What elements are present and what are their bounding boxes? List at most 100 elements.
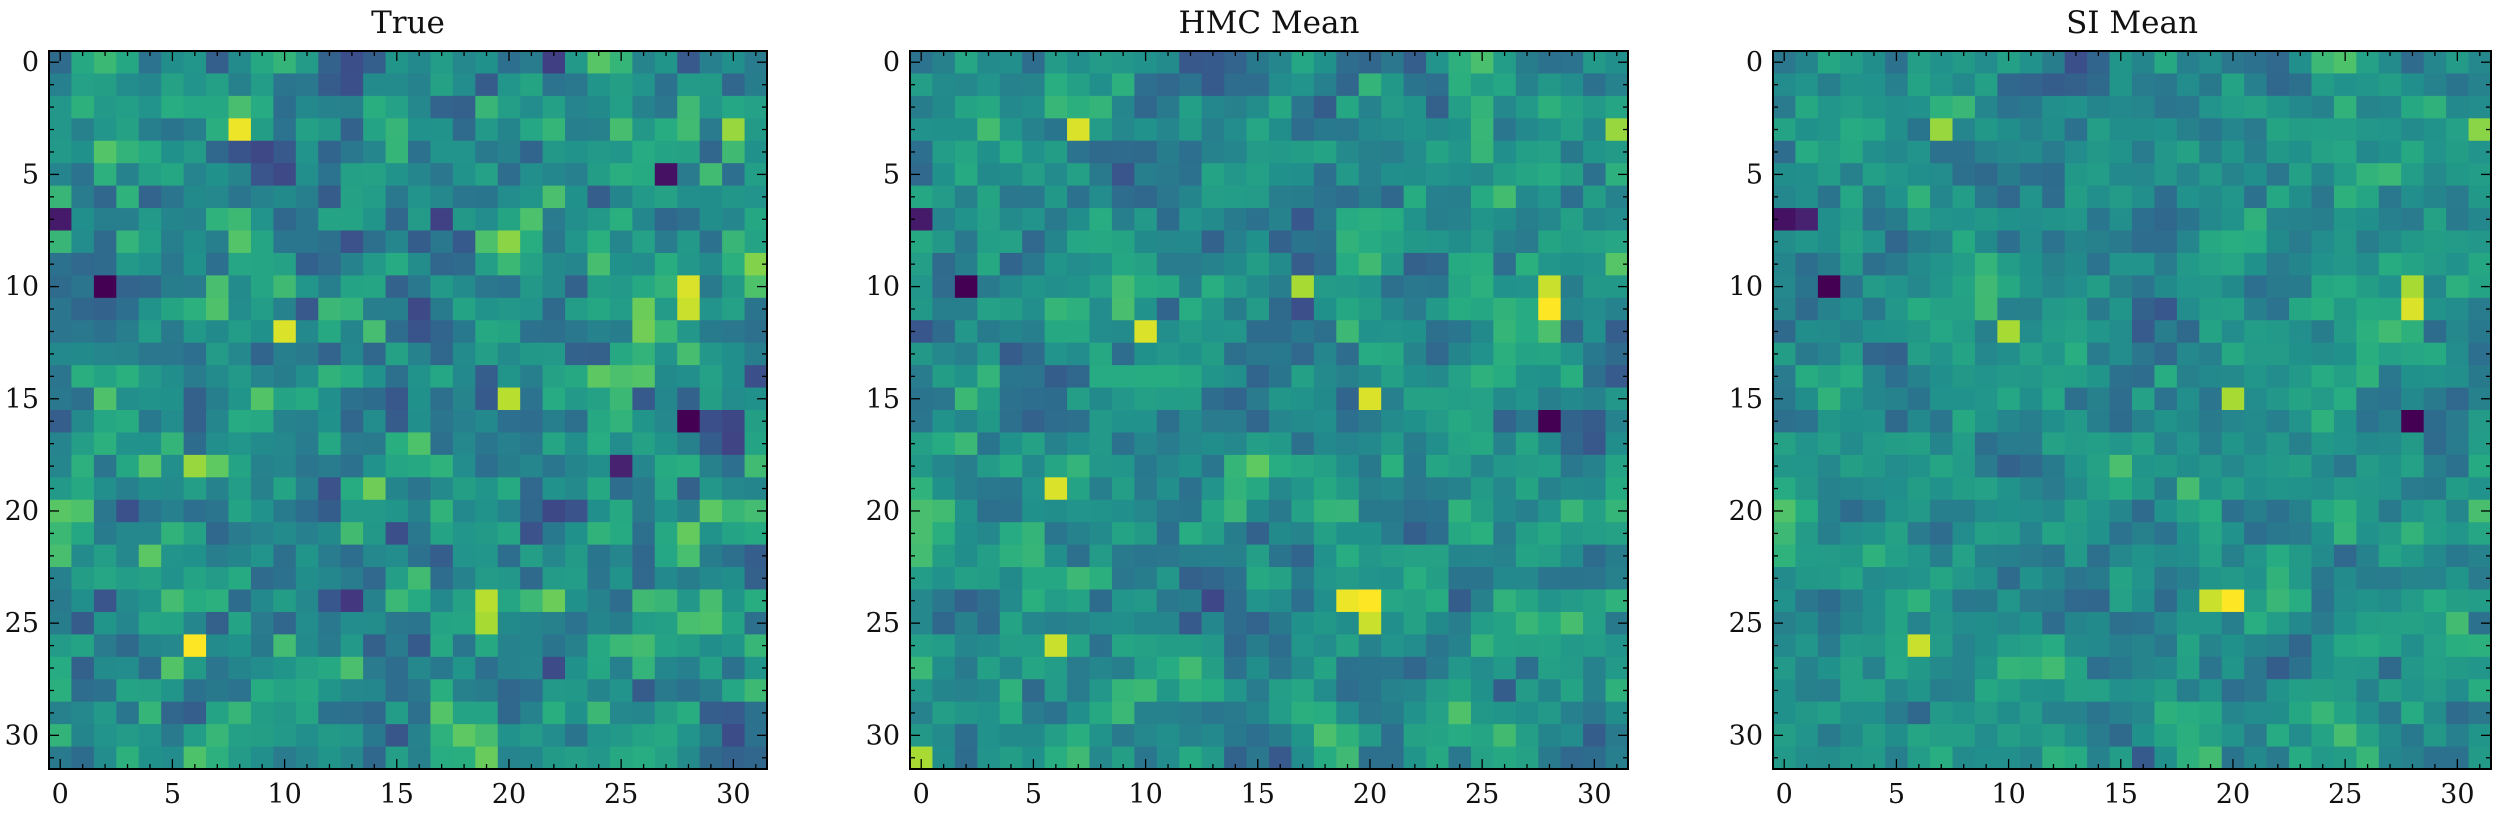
heatmap-cell — [2064, 73, 2088, 97]
heatmap-cell — [138, 51, 162, 75]
heatmap-cell — [1515, 567, 1539, 591]
heatmap-cell — [2289, 320, 2313, 344]
heatmap-cell — [430, 454, 454, 478]
heatmap-cell — [1862, 275, 1886, 299]
heatmap-cell — [2423, 410, 2447, 434]
heatmap-cell — [1156, 634, 1180, 658]
heatmap-cell — [932, 544, 956, 568]
heatmap-cell — [2019, 746, 2043, 770]
heatmap-cell — [1336, 454, 1360, 478]
heatmap-cell — [2109, 656, 2133, 680]
heatmap-cell — [2401, 163, 2425, 187]
heatmap-cell — [2221, 656, 2245, 680]
heatmap-cell — [116, 544, 140, 568]
heatmap-cell — [2423, 342, 2447, 366]
heatmap-cell — [1817, 656, 1841, 680]
heatmap-cell — [2468, 275, 2492, 299]
heatmap-cell — [654, 118, 678, 142]
heatmap-cell — [932, 230, 956, 254]
heatmap-cell — [1997, 365, 2021, 389]
heatmap-cell — [2244, 297, 2268, 321]
heatmap-cell — [932, 275, 956, 299]
heatmap-cell — [475, 611, 499, 635]
heatmap-cell — [744, 611, 768, 635]
heatmap-cell — [1930, 432, 1954, 456]
heatmap-cell — [1605, 544, 1629, 568]
heatmap-cell — [999, 118, 1023, 142]
heatmap-cell — [1583, 477, 1607, 501]
heatmap-cell — [932, 701, 956, 725]
heatmap-cell — [1907, 365, 1931, 389]
heatmap-cell — [228, 51, 252, 75]
heatmap-cell — [1840, 387, 1864, 411]
heatmap-cell — [1448, 432, 1472, 456]
heatmap-cell — [520, 118, 544, 142]
heatmap-cell — [363, 634, 387, 658]
heatmap-cell — [1067, 701, 1091, 725]
heatmap-cell — [1381, 252, 1405, 276]
heatmap-cell — [1134, 297, 1158, 321]
heatmap-cell — [632, 252, 656, 276]
heatmap-cell — [1974, 185, 1998, 209]
x-tick-label: 30 — [1577, 779, 1611, 810]
heatmap-cell — [1493, 163, 1517, 187]
heatmap-cell — [2132, 51, 2156, 75]
heatmap-cell — [1560, 499, 1584, 523]
heatmap-cell — [2289, 51, 2313, 75]
heatmap-cell — [408, 73, 432, 97]
heatmap-cell — [2176, 140, 2200, 164]
heatmap-cell — [654, 522, 678, 546]
heatmap-cell — [2064, 275, 2088, 299]
heatmap-cell — [1907, 163, 1931, 187]
heatmap-cell — [1022, 230, 1046, 254]
heatmap-cell — [1605, 499, 1629, 523]
heatmap-cell — [2266, 51, 2290, 75]
heatmap-cell — [1885, 410, 1909, 434]
heatmap-cell — [1111, 208, 1135, 232]
heatmap-cell — [2244, 477, 2268, 501]
heatmap-cell — [363, 387, 387, 411]
heatmap-cell — [1044, 454, 1068, 478]
heatmap-cell — [138, 252, 162, 276]
heatmap-cell — [430, 724, 454, 748]
heatmap-cell — [1493, 477, 1517, 501]
heatmap-cell — [2311, 163, 2335, 187]
heatmap-cell — [1111, 95, 1135, 119]
heatmap-cell — [542, 522, 566, 546]
heatmap-cell — [2401, 387, 2425, 411]
y-tick-label: 20 — [1729, 496, 1763, 527]
heatmap-cell — [430, 297, 454, 321]
heatmap-cell — [1201, 387, 1225, 411]
heatmap-cell — [1358, 410, 1382, 434]
heatmap-cell — [977, 432, 1001, 456]
heatmap-cell — [385, 275, 409, 299]
heatmap-cell — [1224, 499, 1248, 523]
heatmap-cell — [1560, 746, 1584, 770]
heatmap-cell — [910, 544, 934, 568]
heatmap-cell — [273, 342, 297, 366]
heatmap-cell — [654, 454, 678, 478]
heatmap-cell — [654, 230, 678, 254]
heatmap-cell — [520, 275, 544, 299]
heatmap-cell — [116, 320, 140, 344]
heatmap-cell — [1885, 95, 1909, 119]
heatmap-cell — [542, 387, 566, 411]
heatmap-cell — [1403, 73, 1427, 97]
heatmap-cell — [1111, 567, 1135, 591]
heatmap-cell — [1067, 522, 1091, 546]
heatmap-cell — [1246, 679, 1270, 703]
heatmap-cell — [1605, 432, 1629, 456]
heatmap-cell — [2199, 724, 2223, 748]
heatmap-cell — [699, 746, 723, 770]
heatmap-cell — [385, 73, 409, 97]
heatmap-cell — [677, 634, 701, 658]
heatmap-cell — [161, 118, 185, 142]
heatmap-cell — [1246, 140, 1270, 164]
heatmap-cell — [1156, 746, 1180, 770]
heatmap-cell — [2154, 252, 2178, 276]
heatmap-cell — [2042, 320, 2066, 344]
heatmap-cell — [699, 51, 723, 75]
heatmap-cell — [2019, 185, 2043, 209]
heatmap-cell — [1907, 342, 1931, 366]
heatmap-cell — [2176, 51, 2200, 75]
